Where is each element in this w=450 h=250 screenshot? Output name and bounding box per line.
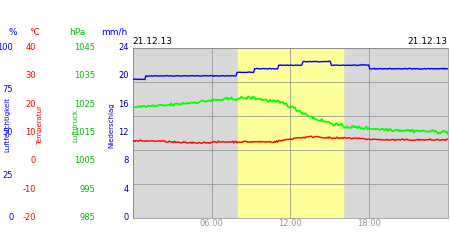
Text: °C: °C: [29, 28, 40, 37]
Text: 0: 0: [123, 213, 129, 222]
Text: 50: 50: [3, 128, 14, 137]
Text: 12: 12: [118, 128, 129, 137]
Text: 0: 0: [8, 213, 14, 222]
Text: -20: -20: [22, 213, 36, 222]
Text: 985: 985: [80, 213, 95, 222]
Text: 1025: 1025: [75, 100, 95, 109]
Text: 1015: 1015: [75, 128, 95, 137]
Text: %: %: [9, 28, 17, 37]
Bar: [238, 48, 343, 217]
Text: -10: -10: [22, 185, 36, 194]
Text: 24: 24: [118, 43, 129, 52]
Text: 4: 4: [123, 185, 129, 194]
Text: 20: 20: [25, 100, 36, 109]
Text: 21.12.13: 21.12.13: [133, 37, 173, 46]
Text: 995: 995: [80, 185, 95, 194]
Text: 100: 100: [0, 43, 14, 52]
Text: 1045: 1045: [75, 43, 95, 52]
Text: 8: 8: [123, 156, 129, 165]
Text: 25: 25: [3, 170, 14, 179]
Text: Luftfeuchtigkeit: Luftfeuchtigkeit: [4, 98, 10, 152]
Text: Luftdruck: Luftdruck: [72, 108, 78, 142]
Text: 40: 40: [25, 43, 36, 52]
Text: 20: 20: [118, 71, 129, 80]
Text: 21.12.13: 21.12.13: [408, 37, 448, 46]
Text: 0: 0: [31, 156, 36, 165]
Text: Niederschlag: Niederschlag: [108, 102, 114, 148]
Text: Temperatur: Temperatur: [37, 105, 43, 145]
Text: 16: 16: [118, 100, 129, 109]
Text: 10: 10: [25, 128, 36, 137]
Text: hPa: hPa: [69, 28, 86, 37]
Text: 75: 75: [3, 86, 14, 94]
Text: 30: 30: [25, 71, 36, 80]
Text: 1005: 1005: [75, 156, 95, 165]
Text: 1035: 1035: [74, 71, 95, 80]
Text: mm/h: mm/h: [101, 28, 127, 37]
